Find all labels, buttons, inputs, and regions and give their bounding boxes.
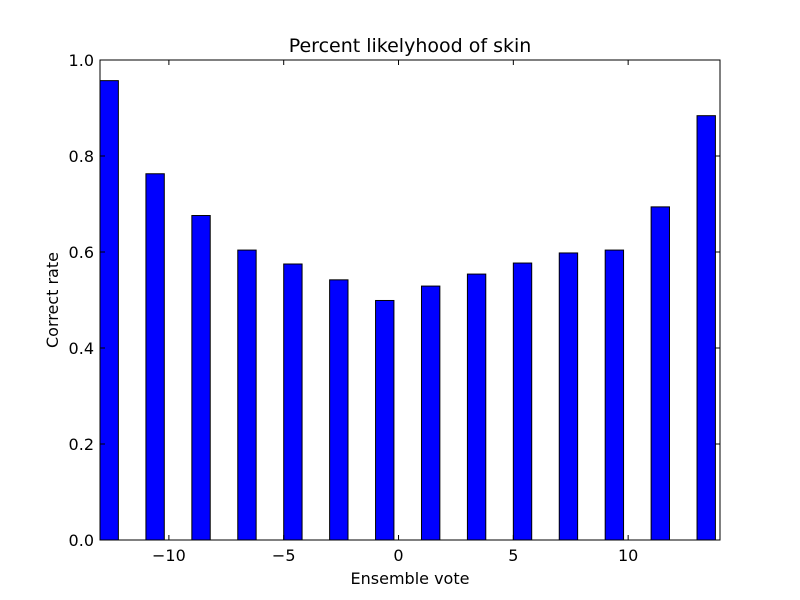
- x-tick-label: 10: [618, 546, 638, 565]
- axis-ticks: [100, 59, 720, 541]
- y-tick-label: 0.2: [69, 435, 94, 454]
- bar: [604, 249, 625, 541]
- x-tick-label: 0: [393, 546, 403, 565]
- bar: [283, 263, 303, 541]
- y-tick-label: 0.0: [69, 531, 94, 550]
- plot-frame: [99, 59, 721, 541]
- x-tick-label: 5: [508, 546, 518, 565]
- bar: [512, 262, 533, 541]
- y-tick-label: 0.6: [69, 243, 94, 262]
- y-tick-label: 0.4: [69, 339, 94, 358]
- y-tick-label: 1.0: [69, 51, 94, 70]
- bar: [420, 285, 441, 541]
- bar: [650, 206, 670, 541]
- bar: [375, 299, 395, 541]
- y-tick-label: 0.8: [69, 147, 94, 166]
- bar: [145, 173, 165, 541]
- y-axis-label: Correct rate: [43, 252, 62, 348]
- x-tick-label: −10: [152, 546, 186, 565]
- bar: [558, 252, 579, 541]
- bar-series: [99, 80, 716, 541]
- bar: [466, 273, 487, 541]
- bar: [329, 279, 349, 541]
- bar: [99, 80, 119, 541]
- axis-tick-labels: −10 −5 0 5 10 0.0 0.2 0.4 0.6 0.8 1.0: [69, 51, 639, 565]
- bar: [696, 115, 716, 541]
- bar: [237, 249, 257, 541]
- bar: [191, 215, 211, 541]
- x-axis-label: Ensemble vote: [351, 569, 470, 588]
- chart-title: Percent likelyhood of skin: [289, 35, 532, 57]
- x-tick-label: −5: [272, 546, 296, 565]
